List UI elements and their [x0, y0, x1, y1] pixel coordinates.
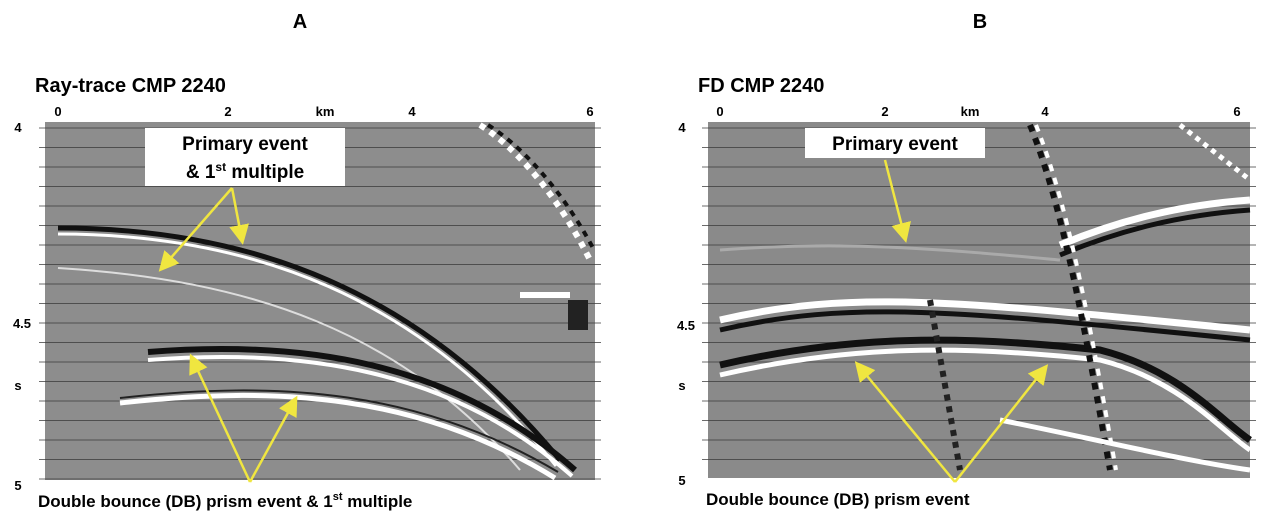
y-axis-unit: s	[678, 378, 685, 393]
panel-a: A Ray-trace CMP 2240 0 2 km 4 6 4 4.5 s …	[13, 11, 616, 516]
y-tick-label: 4.5	[677, 318, 695, 333]
x-tick-label: 6	[1233, 104, 1240, 119]
y-tick-label: 4.5	[13, 316, 31, 331]
annotation-box	[805, 128, 985, 158]
superscript: st	[333, 491, 343, 503]
annotation: & 1st multiple	[186, 160, 304, 183]
seismic-events	[719, 123, 1252, 473]
caption: Double bounce (DB) prism event & 1st mul…	[38, 491, 412, 511]
x-tick-label: 4	[1041, 104, 1049, 119]
y-tick-label: 5	[14, 478, 21, 493]
caption-text: multiple	[342, 492, 412, 511]
x-tick-label: 0	[716, 104, 723, 119]
x-tick-label: 4	[408, 104, 416, 119]
x-axis-unit: km	[316, 104, 335, 119]
caption-text: Double bounce (DB) prism event & 1	[38, 492, 333, 511]
y-tick-label: 5	[678, 473, 685, 488]
annotation: Primary event	[832, 134, 958, 155]
annotation-text: multiple	[226, 162, 304, 183]
x-tick-label: 2	[224, 104, 231, 119]
seismic-image	[708, 122, 1250, 478]
panel-label: B	[973, 11, 987, 33]
trace-lines	[702, 127, 1256, 460]
annotation-text: & 1	[186, 162, 216, 183]
panel-title: Ray-trace CMP 2240	[35, 75, 226, 97]
x-tick-label: 6	[586, 104, 593, 119]
annotation-box	[145, 128, 345, 186]
arrows	[158, 187, 298, 483]
panel-label: A	[293, 11, 307, 33]
y-tick-label: 4	[678, 120, 686, 135]
x-tick-label: 2	[881, 104, 888, 119]
x-tick-label: 0	[54, 104, 61, 119]
caption: Double bounce (DB) prism event	[706, 490, 970, 509]
seismic-events	[57, 122, 596, 481]
panel-b: B FD CMP 2240 0 2 km 4 6 4 4.5 s 5 Prima…	[677, 11, 1256, 514]
arrows	[854, 159, 1049, 483]
y-tick-label: 4	[14, 120, 22, 135]
annotation: Primary event	[182, 134, 308, 155]
caption-bg	[36, 484, 616, 516]
caption-bg	[704, 484, 1004, 514]
panel-title: FD CMP 2240	[698, 75, 824, 97]
x-axis-unit: km	[961, 104, 980, 119]
y-axis-unit: s	[14, 378, 21, 393]
superscript: st	[215, 160, 226, 174]
